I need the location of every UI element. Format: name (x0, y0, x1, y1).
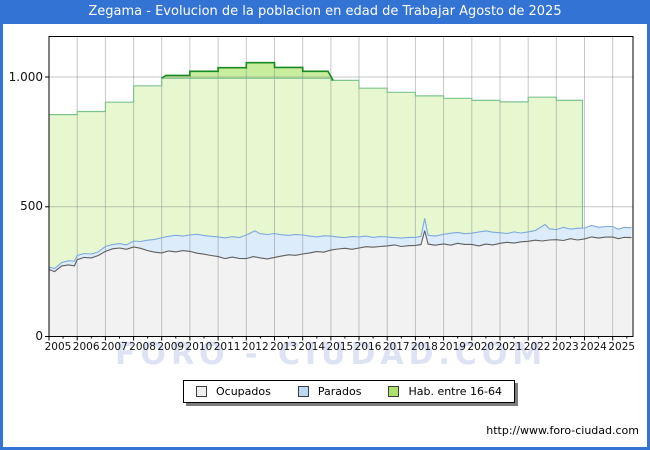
x-tick-label-2013: 2013 (270, 341, 297, 353)
line-line-area (48, 218, 632, 270)
frame-border-right (647, 0, 650, 450)
y-tick-label-0: 0 (35, 329, 43, 343)
foro-ciudad-url: http://www.foro-ciudad.com (486, 424, 639, 437)
ocupados-swatch-icon (196, 386, 207, 397)
x-tick-label-2008: 2008 (129, 341, 156, 353)
x-tick-label-2010: 2010 (185, 341, 213, 353)
legend-item-hab16-64: Hab. entre 16-64 (388, 385, 502, 398)
x-tick-label-2006: 2006 (72, 341, 100, 353)
x-tick-label-2018: 2018 (411, 341, 438, 353)
y-tick-label-500: 500 (20, 199, 43, 214)
legend-label-ocupados: Ocupados (216, 385, 271, 398)
y-tick-label-1.000: 1.000 (8, 69, 43, 84)
foro-ciudad-watermark: FORO - CIUDAD.COM (115, 337, 548, 372)
parados-swatch-icon (297, 386, 309, 397)
x-tick-label-2020: 2020 (467, 341, 495, 353)
x-tick-label-2007: 2007 (100, 341, 128, 353)
area-line-area (49, 230, 632, 337)
legend-item-ocupados: Ocupados (196, 385, 271, 398)
line-step-area (49, 77, 584, 228)
hab16-64-swatch-icon (388, 386, 400, 397)
x-tick-label-2009: 2009 (157, 341, 185, 353)
x-tick-label-2014: 2014 (298, 341, 326, 353)
line-line-area (48, 230, 632, 273)
frame-border-bottom (0, 447, 650, 450)
axis-ticks (45, 76, 628, 341)
chart-title-bar: Zegama - Evolucion de la poblacion en ed… (0, 0, 650, 24)
x-tick-label-2005: 2005 (44, 341, 72, 353)
x-tick-label-2024: 2024 (580, 341, 607, 353)
x-tick-label-2012: 2012 (241, 341, 269, 353)
chart-legend: Ocupados Parados Hab. entre 16-64 (183, 380, 516, 403)
x-tick-label-2025: 2025 (608, 341, 636, 353)
plot-border (48, 36, 634, 337)
x-tick-label-2023: 2023 (551, 341, 579, 353)
x-tick-label-2017: 2017 (382, 341, 410, 353)
legend-item-parados: Parados (297, 385, 362, 398)
x-tick-label-2019: 2019 (439, 341, 466, 353)
frame-border-left (0, 0, 3, 450)
x-tick-label-2022: 2022 (523, 341, 551, 353)
legend-label-hab16-64: Hab. entre 16-64 (408, 385, 503, 398)
x-tick-label-2021: 2021 (495, 341, 523, 353)
x-tick-label-2015: 2015 (326, 341, 354, 353)
chart-title: Zegama - Evolucion de la poblacion en ed… (88, 4, 562, 19)
area-band-area (161, 62, 334, 81)
x-tick-label-2016: 2016 (354, 341, 382, 353)
line-band-area (161, 61, 334, 81)
legend-label-parados: Parados (317, 385, 362, 398)
x-tick-label-2011: 2011 (213, 341, 241, 353)
